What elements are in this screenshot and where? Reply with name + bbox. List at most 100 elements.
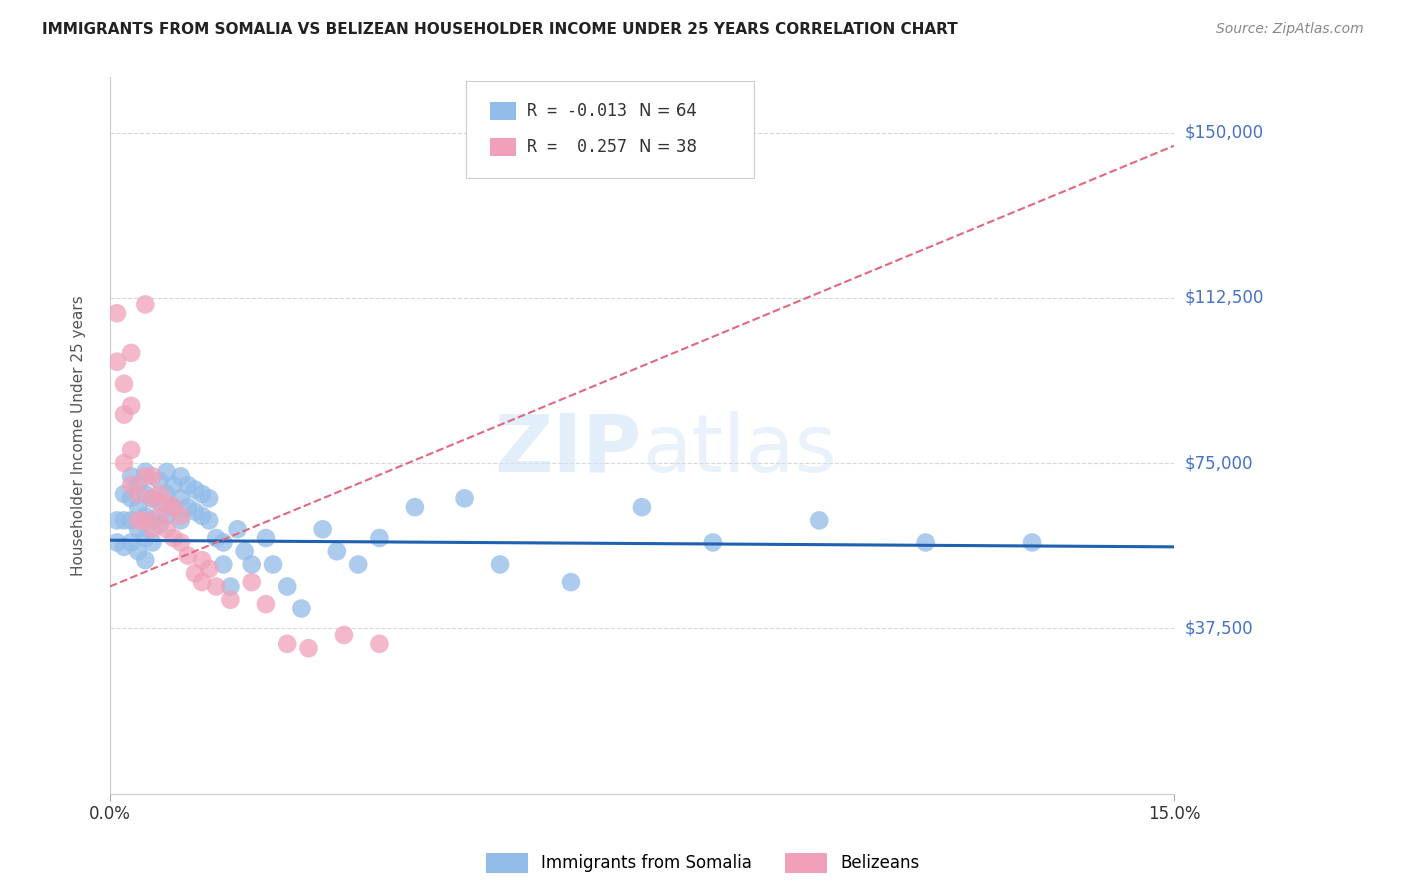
Point bbox=[297, 641, 319, 656]
Point bbox=[134, 531, 156, 545]
Point bbox=[127, 522, 149, 536]
Text: N = 64: N = 64 bbox=[638, 102, 696, 120]
Point bbox=[184, 505, 207, 519]
Point bbox=[112, 487, 135, 501]
Point bbox=[112, 376, 135, 391]
Point bbox=[155, 522, 177, 536]
Point bbox=[141, 491, 163, 506]
Point bbox=[155, 487, 177, 501]
Point bbox=[170, 491, 193, 506]
Point bbox=[148, 496, 170, 510]
FancyBboxPatch shape bbox=[489, 103, 516, 120]
Text: ZIP: ZIP bbox=[495, 411, 643, 489]
Point bbox=[141, 491, 163, 506]
Point bbox=[127, 487, 149, 501]
Point bbox=[453, 491, 475, 506]
Point bbox=[368, 637, 391, 651]
Point bbox=[134, 469, 156, 483]
Point bbox=[134, 297, 156, 311]
Point bbox=[184, 483, 207, 497]
Text: atlas: atlas bbox=[643, 411, 837, 489]
Point bbox=[233, 544, 256, 558]
Point bbox=[105, 306, 128, 320]
Point bbox=[205, 531, 228, 545]
Point bbox=[347, 558, 370, 572]
Point bbox=[290, 601, 312, 615]
Point bbox=[191, 487, 214, 501]
Point bbox=[134, 513, 156, 527]
Text: $37,500: $37,500 bbox=[1185, 619, 1254, 638]
Point bbox=[163, 500, 186, 515]
Text: Source: ZipAtlas.com: Source: ZipAtlas.com bbox=[1216, 22, 1364, 37]
Point bbox=[177, 549, 200, 563]
Point bbox=[333, 628, 356, 642]
Point bbox=[148, 517, 170, 532]
Point bbox=[155, 496, 177, 510]
Point bbox=[240, 558, 263, 572]
Point bbox=[112, 540, 135, 554]
Point bbox=[276, 580, 298, 594]
Point bbox=[155, 465, 177, 479]
Point bbox=[120, 346, 142, 360]
Point bbox=[112, 408, 135, 422]
Point bbox=[163, 500, 186, 515]
Point bbox=[808, 513, 831, 527]
FancyBboxPatch shape bbox=[489, 138, 516, 156]
Point bbox=[112, 456, 135, 470]
Point bbox=[134, 553, 156, 567]
Text: R = -0.013: R = -0.013 bbox=[527, 102, 627, 120]
Text: N = 38: N = 38 bbox=[638, 138, 697, 156]
Y-axis label: Householder Income Under 25 years: Householder Income Under 25 years bbox=[72, 295, 86, 576]
Point bbox=[163, 531, 186, 545]
Point bbox=[560, 575, 582, 590]
Point bbox=[177, 500, 200, 515]
Text: $150,000: $150,000 bbox=[1185, 123, 1264, 142]
Point bbox=[212, 535, 235, 549]
Point bbox=[702, 535, 724, 549]
Point bbox=[170, 508, 193, 523]
Point bbox=[205, 580, 228, 594]
Point bbox=[240, 575, 263, 590]
Point bbox=[198, 562, 221, 576]
Point bbox=[1021, 535, 1043, 549]
Point bbox=[120, 442, 142, 457]
Point bbox=[262, 558, 284, 572]
Point bbox=[105, 513, 128, 527]
Point bbox=[141, 513, 163, 527]
Point bbox=[191, 553, 214, 567]
Legend: Immigrants from Somalia, Belizeans: Immigrants from Somalia, Belizeans bbox=[479, 847, 927, 880]
Point bbox=[120, 478, 142, 492]
Point bbox=[198, 513, 221, 527]
Point bbox=[219, 580, 242, 594]
Point bbox=[631, 500, 654, 515]
Point bbox=[148, 508, 170, 523]
Point bbox=[127, 500, 149, 515]
Point bbox=[120, 469, 142, 483]
Point bbox=[163, 478, 186, 492]
Point bbox=[134, 508, 156, 523]
Point bbox=[254, 531, 277, 545]
Text: IMMIGRANTS FROM SOMALIA VS BELIZEAN HOUSEHOLDER INCOME UNDER 25 YEARS CORRELATIO: IMMIGRANTS FROM SOMALIA VS BELIZEAN HOUS… bbox=[42, 22, 957, 37]
Text: $112,500: $112,500 bbox=[1185, 289, 1264, 307]
Point bbox=[170, 535, 193, 549]
Point bbox=[226, 522, 249, 536]
Point bbox=[170, 513, 193, 527]
Point bbox=[148, 487, 170, 501]
Point bbox=[326, 544, 349, 558]
Point bbox=[191, 508, 214, 523]
Point bbox=[120, 513, 142, 527]
Point bbox=[489, 558, 512, 572]
Point bbox=[191, 575, 214, 590]
Point bbox=[141, 469, 163, 483]
Point bbox=[311, 522, 333, 536]
Point bbox=[134, 465, 156, 479]
Point bbox=[276, 637, 298, 651]
Point bbox=[212, 558, 235, 572]
Point bbox=[368, 531, 391, 545]
Point bbox=[112, 513, 135, 527]
Point bbox=[184, 566, 207, 581]
Point bbox=[404, 500, 426, 515]
Point bbox=[141, 535, 163, 549]
Point bbox=[120, 535, 142, 549]
Point bbox=[127, 513, 149, 527]
